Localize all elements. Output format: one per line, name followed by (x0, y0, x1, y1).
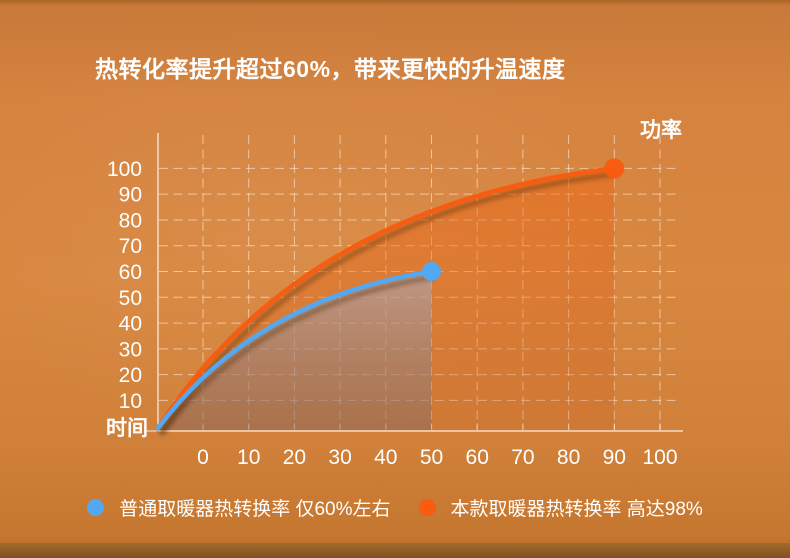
x-tick-label: 100 (642, 446, 677, 469)
end-point-dots (422, 158, 625, 282)
y-tick-label: 30 (119, 338, 142, 361)
legend-label-this-heater: 本款取暖器热转换率 高达98% (450, 499, 703, 520)
legend-label-ordinary-heater: 普通取暖器热转换率 仅60%左右 (119, 499, 391, 520)
series-curve (155, 166, 617, 431)
legend-item-ordinary-heater: 普通取暖器热转换率 仅60%左右 (87, 494, 391, 521)
y-tick-label: 70 (119, 235, 142, 258)
y-tick-label: 90 (119, 184, 142, 207)
x-axis-title: 时间 (106, 417, 148, 440)
legend-item-this-heater: 本款取暖器热转换率 高达98% (418, 494, 703, 521)
bottom-strip (0, 543, 790, 558)
legend: 普通取暖器热转换率 仅60%左右 本款取暖器热转换率 高达98% (0, 494, 790, 521)
x-tick-label: 10 (237, 446, 260, 469)
y-tick-label: 40 (119, 313, 142, 336)
legend-dot-orange (418, 499, 436, 516)
y-tick-label: 80 (119, 209, 142, 232)
y-tick-label: 20 (119, 364, 142, 387)
area-under-curve (158, 271, 432, 430)
series-curve (155, 269, 434, 431)
legend-dot-blue (87, 499, 105, 516)
x-tick-label: 90 (603, 446, 626, 469)
x-tick-label: 80 (557, 446, 580, 469)
end-point-dot (422, 262, 441, 282)
curves (155, 166, 618, 436)
x-tick-label: 60 (466, 446, 489, 469)
section-title: 热转化率提升超过60%，带来更快的升温速度 (95, 56, 566, 82)
area-fills (158, 168, 615, 430)
x-tick-label: 50 (420, 446, 443, 469)
y-tick-label: 10 (119, 390, 142, 413)
y-tick-label: 50 (119, 287, 142, 310)
x-tick-label: 40 (374, 446, 397, 469)
x-tick-label: 30 (328, 446, 351, 469)
end-point-dot (604, 158, 625, 179)
x-tick-label: 0 (197, 446, 209, 469)
y-axis-title: 功率 (640, 119, 682, 142)
curve-shadow (159, 274, 435, 436)
y-tick-label: 60 (119, 261, 142, 284)
x-tick-label: 70 (511, 446, 534, 469)
x-tick-labels: 0 10 20 30 40 50 60 70 80 90 100 (197, 446, 677, 469)
y-tick-label: 100 (107, 158, 142, 181)
x-tick-label: 20 (283, 446, 306, 469)
